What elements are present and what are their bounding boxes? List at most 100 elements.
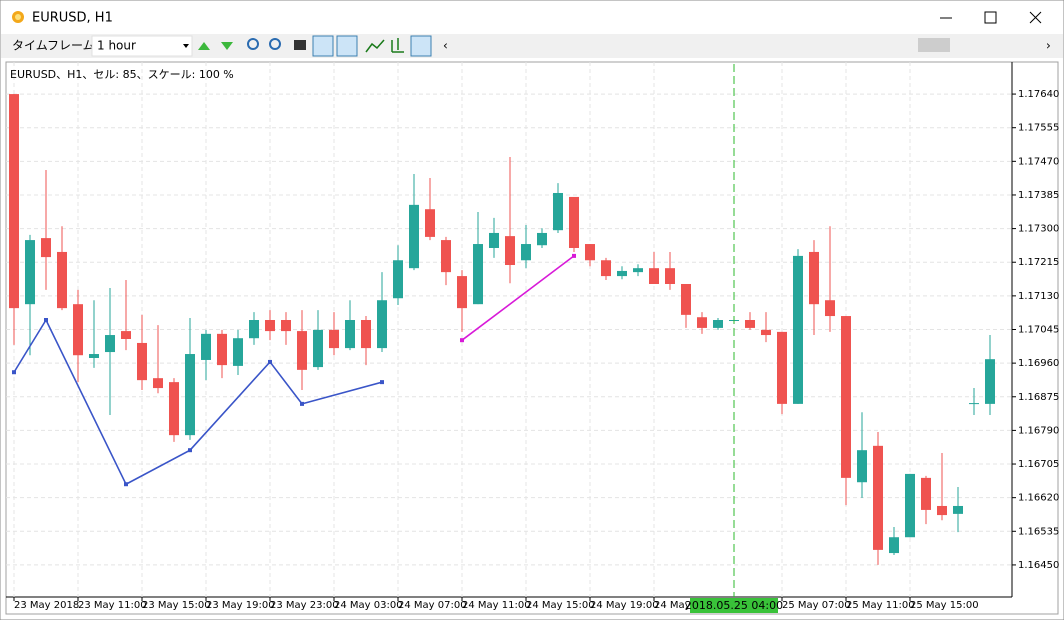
candle-body <box>265 320 275 332</box>
candle-body <box>953 505 963 514</box>
candle-body <box>809 251 819 305</box>
x-tick-label: 24 May 03:00 <box>334 600 403 611</box>
y-tick-label: 1.16960 <box>1018 358 1059 369</box>
candle-body <box>825 300 835 317</box>
candle-body <box>889 537 899 554</box>
candle-body <box>873 445 883 550</box>
candle-body <box>521 244 531 261</box>
scroll-left[interactable]: ‹ <box>443 39 448 53</box>
window-title: EURUSD, H1 <box>32 11 113 26</box>
indicator-point <box>268 359 272 364</box>
candle-body <box>281 320 291 332</box>
indicator-point <box>12 370 16 375</box>
timeframe-select[interactable] <box>91 35 193 57</box>
indicator-point <box>460 338 464 343</box>
candle-body <box>425 209 435 237</box>
candle-body <box>745 320 755 328</box>
candle-body <box>553 192 563 231</box>
candle-body <box>441 240 451 273</box>
autoscroll-button[interactable] <box>312 35 334 57</box>
crosshair-label: 2018.05.25 04:00 <box>685 599 783 612</box>
up-button[interactable] <box>198 42 210 50</box>
candle-body <box>185 354 195 436</box>
candle-body <box>89 354 99 358</box>
x-tick-label: 23 May 2018 <box>14 600 79 611</box>
app-icon-inner <box>15 14 21 20</box>
x-tick-label: 24 May 19:00 <box>590 600 659 611</box>
x-tick-label: 23 May 15:00 <box>142 600 211 611</box>
down-button[interactable] <box>221 42 233 50</box>
y-tick-label: 1.17640 <box>1018 89 1059 100</box>
x-tick-label: 24 May 15:00 <box>526 600 595 611</box>
zoom-out[interactable] <box>269 38 281 50</box>
candle-body <box>665 268 675 284</box>
y-tick-label: 1.17300 <box>1018 224 1059 235</box>
candle-body <box>249 320 259 339</box>
y-tick-label: 1.16450 <box>1018 560 1059 571</box>
candle-body <box>345 320 355 349</box>
scroll-thumb[interactable] <box>918 38 950 52</box>
x-tick-label: 25 May 07:00 <box>782 600 851 611</box>
y-tick-label: 1.16875 <box>1018 392 1059 403</box>
plot: 2018.05.25 04:00 <box>9 64 995 613</box>
candle-body <box>969 403 979 405</box>
candle-body <box>377 300 387 349</box>
x-tick-label: 24 May 11:00 <box>462 600 531 611</box>
y-tick-label: 1.17215 <box>1018 257 1059 268</box>
x-tick-label: 24 May 07:00 <box>398 600 467 611</box>
zoom-in[interactable] <box>247 38 259 50</box>
candle-body <box>761 329 771 336</box>
candle-body <box>457 276 467 309</box>
candle-body <box>9 94 19 309</box>
y-tick-label: 1.17555 <box>1018 123 1059 134</box>
candle-body <box>361 320 371 349</box>
candle-body <box>793 255 803 404</box>
candle-body <box>153 378 163 389</box>
line-chart-button[interactable] <box>365 39 385 53</box>
candle-body <box>169 382 179 436</box>
indicator-point <box>380 380 384 385</box>
indicator-point <box>44 318 48 323</box>
candle-body <box>617 270 627 277</box>
candle-body <box>73 304 83 356</box>
candle-body <box>201 333 211 360</box>
crosshair-label-bg <box>690 598 778 613</box>
candle-body <box>537 232 547 246</box>
candle-body <box>393 260 403 299</box>
indicator-point <box>300 401 304 406</box>
candle-body <box>57 251 67 309</box>
candle-body <box>137 342 147 381</box>
candle-body <box>905 473 915 538</box>
x-tick-label: 24 May 23:00 <box>654 600 723 611</box>
indicator-point <box>188 448 192 453</box>
candle-body <box>297 331 307 370</box>
timeframe-value: 1 hour <box>97 39 136 53</box>
candle-body <box>489 232 499 248</box>
candle-chart-button[interactable] <box>410 35 432 57</box>
x-tick-label: 23 May 19:00 <box>206 600 275 611</box>
candle-body <box>217 333 227 366</box>
x-tick-label: 23 May 23:00 <box>270 600 339 611</box>
shift-button[interactable] <box>336 35 358 57</box>
find-button[interactable] <box>294 40 306 50</box>
maximize-button[interactable] <box>984 11 997 24</box>
candle-body <box>601 260 611 277</box>
indicator-line <box>461 255 575 341</box>
scroll-right[interactable]: › <box>1046 39 1051 53</box>
candle-body <box>105 335 115 353</box>
candle-body <box>985 359 995 404</box>
candle-body <box>313 329 323 368</box>
candle-body <box>121 331 131 339</box>
candle-body <box>409 204 419 269</box>
close-button[interactable] <box>1029 11 1042 24</box>
candle-body <box>649 268 659 284</box>
candle-body <box>505 236 515 266</box>
candle-body <box>841 316 851 478</box>
chart-info: EURUSD、H1、セル: 85、スケール: 100 % <box>10 68 234 81</box>
bar-chart-button[interactable] <box>391 38 404 53</box>
candle-body <box>777 331 787 404</box>
y-tick-label: 1.16705 <box>1018 459 1059 470</box>
x-tick-label: 23 May 11:00 <box>78 600 147 611</box>
candle-body <box>633 268 643 273</box>
timeframe-label: タイムフレーム: <box>12 39 99 53</box>
